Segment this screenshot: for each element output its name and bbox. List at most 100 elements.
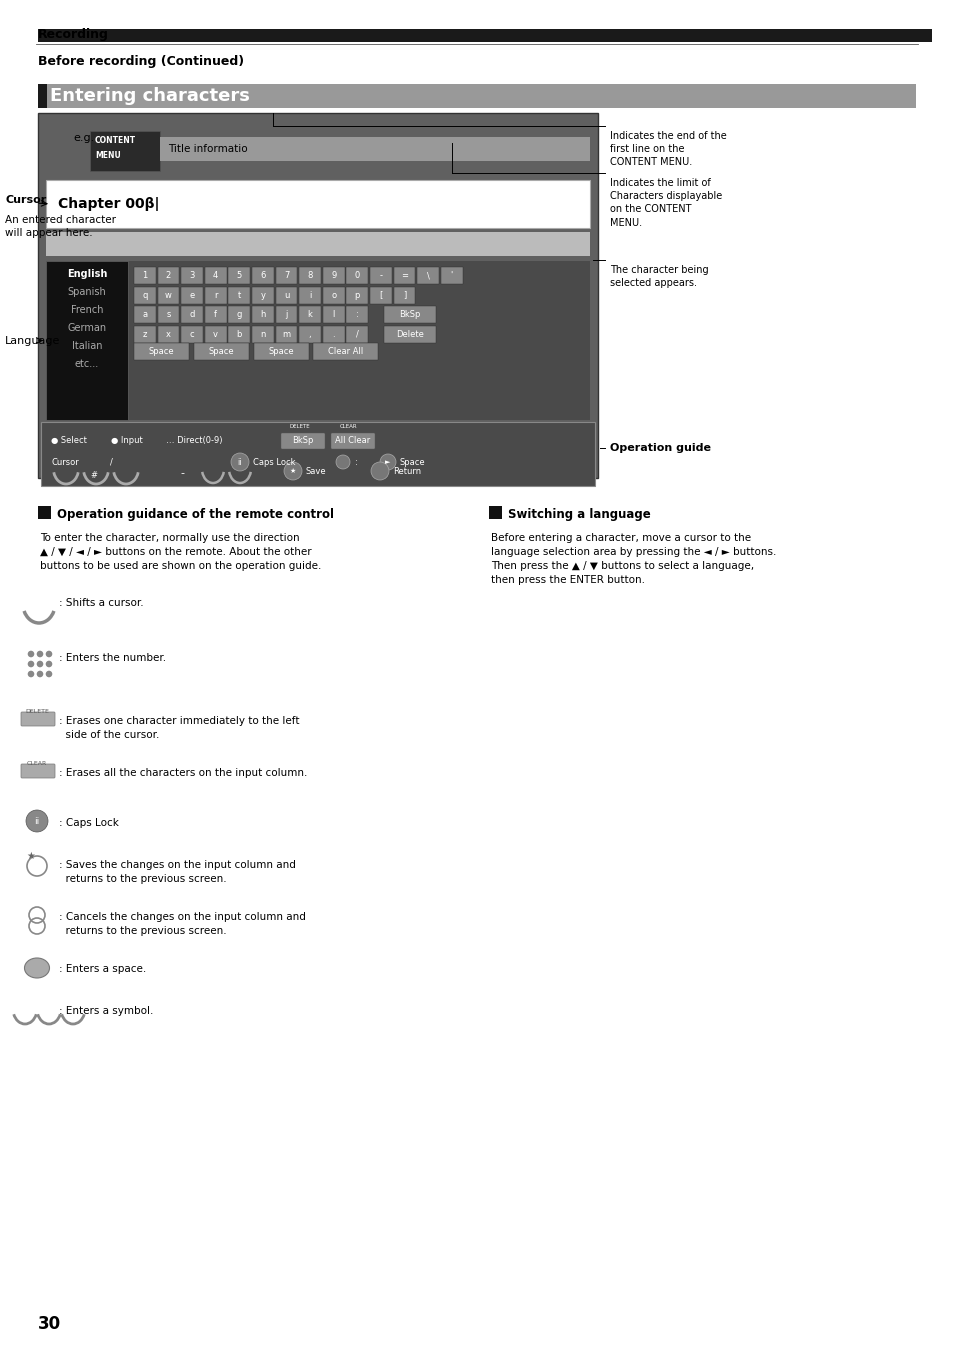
Circle shape [26, 810, 48, 832]
Text: a: a [142, 310, 148, 319]
Circle shape [28, 651, 34, 658]
Text: MENU: MENU [95, 151, 121, 160]
Text: The character being
selected appears.: The character being selected appears. [609, 266, 708, 288]
Circle shape [46, 661, 52, 667]
Circle shape [36, 671, 43, 677]
Text: /: / [110, 457, 112, 466]
Text: French: French [71, 305, 103, 315]
Text: v: v [213, 330, 218, 338]
Text: English: English [67, 270, 107, 279]
Bar [322, 267, 344, 284]
Bar [181, 287, 203, 303]
Circle shape [231, 453, 249, 470]
Text: : Shifts a cursor.: : Shifts a cursor. [59, 599, 144, 608]
Circle shape [36, 661, 43, 667]
Text: Return: Return [393, 466, 420, 476]
Text: Cursor: Cursor [5, 195, 46, 205]
Text: BkSp: BkSp [292, 435, 314, 445]
Circle shape [28, 661, 34, 667]
Text: ii: ii [34, 817, 40, 825]
Bar [275, 267, 297, 284]
Bar [299, 287, 320, 303]
Bar [299, 326, 320, 342]
Bar [299, 306, 320, 324]
Text: : Enters a symbol.: : Enters a symbol. [59, 1006, 153, 1016]
Text: ii: ii [237, 457, 242, 466]
Text: Operation guide: Operation guide [609, 442, 710, 453]
Bar [46, 262, 128, 421]
Text: Clear All: Clear All [328, 348, 363, 356]
Circle shape [36, 651, 43, 658]
Bar [394, 287, 415, 303]
Bar [440, 267, 462, 284]
Text: : Enters a space.: : Enters a space. [59, 964, 146, 975]
Text: i: i [309, 291, 311, 299]
Text: k: k [307, 310, 313, 319]
Text: 9: 9 [331, 271, 336, 280]
Bar [322, 287, 344, 303]
Text: Save: Save [306, 466, 326, 476]
Bar [322, 326, 344, 342]
Text: ': ' [450, 271, 453, 280]
Bar [90, 131, 160, 171]
Text: n: n [260, 330, 265, 338]
Text: Space: Space [149, 348, 174, 356]
Text: BkSp: BkSp [399, 310, 420, 319]
Text: Entering characters: Entering characters [50, 88, 250, 105]
Text: ● Input: ● Input [111, 435, 143, 445]
Text: e: e [190, 291, 194, 299]
Bar [346, 287, 368, 303]
Text: Switching a language: Switching a language [507, 508, 650, 520]
Text: Recording: Recording [38, 28, 109, 40]
Text: … Direct(0-9): … Direct(0-9) [166, 435, 222, 445]
Bar [252, 267, 274, 284]
Text: o: o [331, 291, 335, 299]
Bar [41, 422, 595, 487]
Text: Spanish: Spanish [68, 287, 107, 297]
Bar [275, 326, 297, 342]
Text: .: . [332, 330, 335, 338]
Text: q: q [142, 291, 148, 299]
Text: : Erases all the characters on the input column.: : Erases all the characters on the input… [59, 768, 307, 778]
Text: =: = [400, 271, 408, 280]
Bar [46, 181, 589, 228]
Text: -: - [180, 468, 184, 479]
Bar [416, 267, 438, 284]
Circle shape [335, 456, 350, 469]
Bar [133, 344, 189, 360]
Text: h: h [260, 310, 265, 319]
Text: r: r [213, 291, 217, 299]
Text: Indicates the end of the
first line on the
CONTENT MENU.: Indicates the end of the first line on t… [609, 131, 726, 167]
Text: f: f [214, 310, 217, 319]
Text: Italian: Italian [71, 341, 102, 350]
Bar [205, 267, 227, 284]
Circle shape [284, 462, 302, 480]
Bar [252, 326, 274, 342]
Text: Space: Space [399, 457, 425, 466]
FancyBboxPatch shape [331, 433, 375, 449]
Bar [205, 287, 227, 303]
Text: ★: ★ [290, 468, 295, 474]
Text: :: : [355, 310, 358, 319]
Text: :: : [355, 457, 357, 466]
FancyBboxPatch shape [281, 433, 325, 449]
Text: Title informatio: Title informatio [168, 144, 248, 154]
Text: ● Select: ● Select [51, 435, 87, 445]
Bar [228, 306, 250, 324]
Text: : Enters the number.: : Enters the number. [59, 652, 166, 663]
Bar [228, 287, 250, 303]
Bar [46, 262, 589, 421]
Bar [38, 84, 47, 108]
Text: 5: 5 [236, 271, 242, 280]
Bar [181, 306, 203, 324]
Bar [346, 267, 368, 284]
Bar [205, 306, 227, 324]
Circle shape [28, 671, 34, 677]
Text: #: # [90, 470, 97, 480]
Text: /: / [355, 330, 358, 338]
Bar [394, 267, 415, 284]
Bar [275, 287, 297, 303]
Bar [38, 113, 598, 479]
Text: e.g.: e.g. [73, 133, 94, 143]
Text: 1: 1 [142, 271, 148, 280]
